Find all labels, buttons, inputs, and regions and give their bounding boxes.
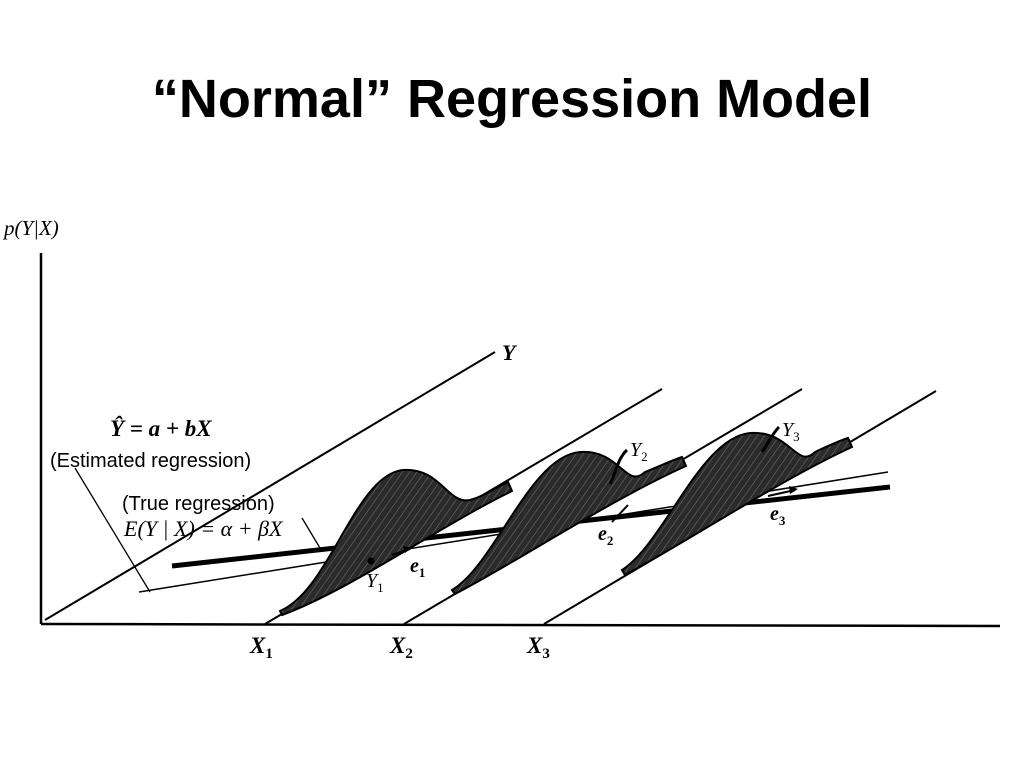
residual-arrowhead-e1	[403, 546, 412, 553]
estimated-equation: Ŷ = a + bX	[110, 415, 212, 441]
estimated-leader-line	[74, 467, 151, 593]
slide-title: “Normal” Regression Model	[151, 69, 873, 129]
x1-label: X1	[249, 633, 273, 662]
x2-label: X2	[389, 633, 413, 662]
true-leader-line	[301, 517, 321, 549]
residual-arrowhead-e3	[789, 486, 798, 494]
true-caption: (True regression)	[122, 493, 275, 515]
normal-curve-x1	[278, 468, 514, 617]
normal-curve-x3	[620, 431, 854, 577]
true-equation: E(Y | X) = α + βX	[123, 516, 284, 541]
y2-label: Y2	[630, 439, 648, 464]
horizontal-axis	[40, 622, 1001, 628]
y-axis-label: p(Y|X)	[2, 216, 59, 240]
x3-label: X3	[526, 633, 550, 662]
residual-arrow-e2	[611, 504, 629, 523]
far-axis-label: Y	[502, 340, 518, 365]
estimated-caption: (Estimated regression)	[50, 450, 251, 472]
y2-pointer	[608, 448, 629, 485]
depth-axis-y	[44, 351, 496, 621]
e1-label: e1	[410, 555, 425, 580]
normal-curve-x2	[450, 450, 688, 596]
y1-label: Y1	[366, 570, 384, 595]
y3-label: Y3	[782, 419, 800, 444]
e3-label: e3	[770, 503, 786, 528]
y3-pointer	[760, 425, 781, 453]
e2-label: e2	[598, 523, 613, 548]
observation-point-y1	[367, 557, 375, 565]
